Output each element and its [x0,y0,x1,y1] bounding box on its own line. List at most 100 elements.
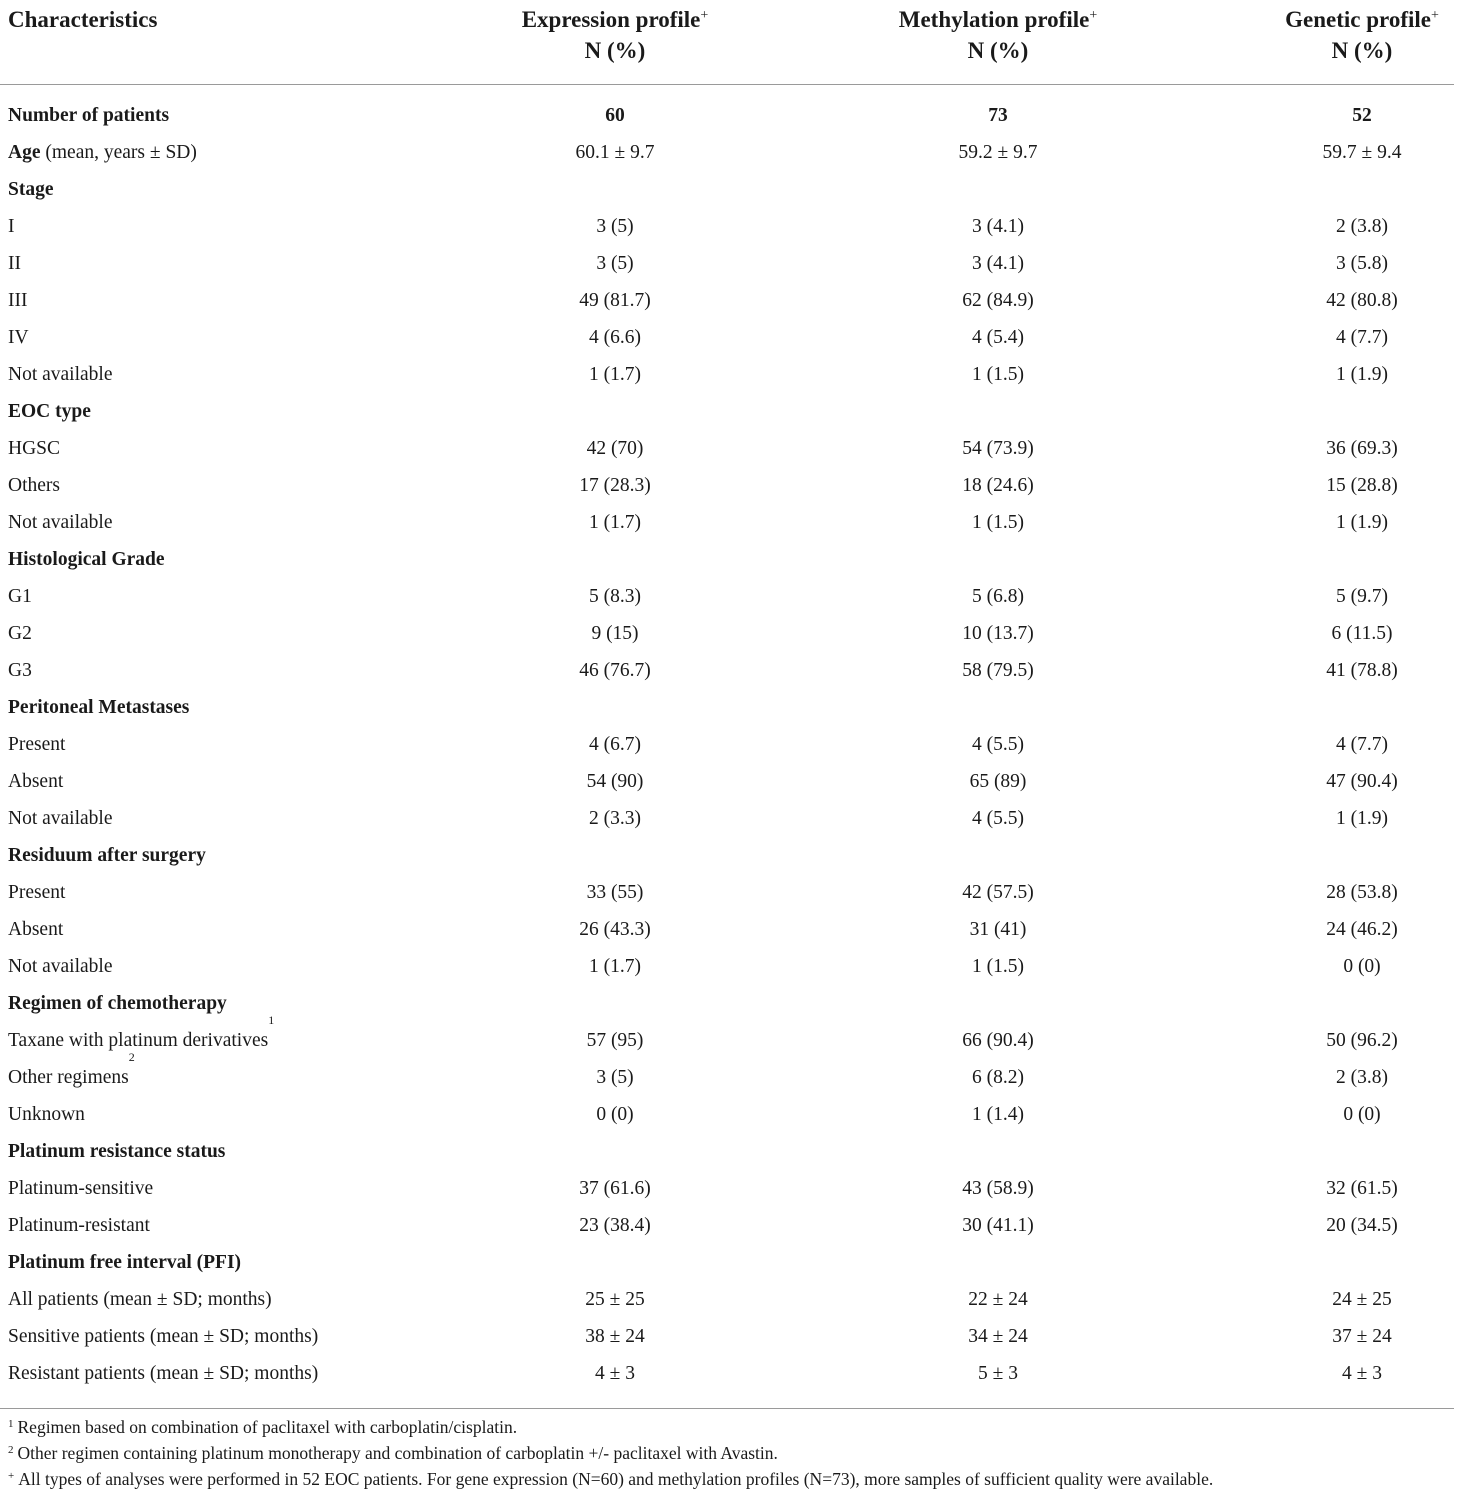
header-expression-profile: Expression profile+ N (%) [465,4,765,66]
table-footnotes: 1 Regimen based on combination of paclita… [8,1414,1448,1492]
row-label-text: Unknown [8,1104,85,1125]
row-label: G2 [8,615,32,652]
footnote-text: Regimen based on combination of paclitax… [17,1417,518,1437]
cell-value: 1 (1.5) [972,364,1024,385]
row-label-text: Platinum-resistant [8,1215,150,1236]
table-row: Platinum-resistant 23 (38.4) 30 (41.1) 20 (… [0,1207,1460,1244]
cell-value: 4 (6.6) [589,327,641,348]
cell-value: 5 ± 3 [978,1363,1018,1384]
row-label-text: G3 [8,660,32,681]
cell-value: 42 (80.8) [1326,290,1398,311]
table-row: Not available 1 (1.7) 1 (1.5) 1 (1.9) [0,356,1460,393]
cell-value: 42 (70) [586,438,644,459]
cell-value: 4 (5.4) [972,327,1024,348]
row-label: Peritoneal Metastases [8,689,189,726]
row-label: EOC type [8,393,91,430]
row-label: Other regimens 2 [8,1051,135,1096]
row-label: Not available [8,504,113,541]
row-label-text: G2 [8,623,32,644]
table-row: Not available 1 (1.7) 1 (1.5) 0 (0) [0,948,1460,985]
cell-value: 34 ± 24 [968,1326,1028,1347]
cell-value: 54 (90) [586,771,644,792]
table-row: Others 17 (28.3) 18 (24.6) 15 (28.8) [0,467,1460,504]
cell-value: 52 [1352,105,1372,126]
cell-value: 47 (90.4) [1326,771,1398,792]
table-row: Taxane with platinum derivatives 1 57 (95)… [0,1014,1460,1059]
cell-value: 4 ± 3 [595,1363,635,1384]
section-header-row: Platinum resistance status [0,1133,1460,1170]
cell-value: 4 ± 3 [1342,1363,1382,1384]
footnote-text: Other regimen containing platinum monoth… [17,1443,778,1463]
cell-value: 31 (41) [969,919,1027,940]
row-label: Platinum-resistant [8,1207,150,1244]
header-methylation-profile: Methylation profile+ N (%) [848,4,1148,66]
header-marker: + [1089,8,1098,23]
row-label: Not available [8,948,113,985]
cell-value: 3 (5) [596,253,634,274]
cell-value: 60.1 ± 9.7 [575,142,655,163]
table-row: I 3 (5) 3 (4.1) 2 (3.8) [0,208,1460,245]
header-genetic-profile: Genetic profile+ N (%) [1212,4,1460,66]
row-label: III [8,282,27,319]
table-body: Number of patients 60 73 52 Age (mean, years… [0,97,1460,1392]
row-label: Age (mean, years ± SD) [8,134,197,171]
row-label: All patients (mean ± SD; months) [8,1281,272,1318]
cell-value: 58 (79.5) [962,660,1034,681]
footnote-marker: 2 [128,1050,135,1064]
section-header-row: Regimen of chemotherapy [0,985,1460,1022]
header-characteristics: Characteristics [8,7,158,32]
row-label: Taxane with platinum derivatives 1 [8,1014,274,1059]
table-row: Sensitive patients (mean ± SD; months) 38… [0,1318,1460,1355]
cell-value: 5 (9.7) [1336,586,1388,607]
row-label-main: Age [8,142,41,163]
cell-value: 9 (15) [591,623,639,644]
row-label: Stage [8,171,54,208]
table-row: Present 33 (55) 42 (57.5) 28 (53.8) [0,874,1460,911]
row-label-text: Present [8,734,66,755]
row-label-text: Number of patients [8,105,170,126]
cell-value: 15 (28.8) [1326,475,1398,496]
cell-value: 6 (11.5) [1331,623,1393,644]
row-label-text: Other regimens [8,1067,129,1088]
row-label-text: G1 [8,586,32,607]
cell-value: 36 (69.3) [1326,438,1398,459]
cell-value: 57 (95) [586,1030,644,1051]
table-row: HGSC 42 (70) 54 (73.9) 36 (69.3) [0,430,1460,467]
cell-value: 42 (57.5) [962,882,1034,903]
cell-value: 1 (1.5) [972,512,1024,533]
header-title: Methylation profile [898,7,1090,32]
cell-value: 30 (41.1) [962,1215,1034,1236]
row-label: G1 [8,578,32,615]
table-row: G3 46 (76.7) 58 (79.5) 41 (78.8) [0,652,1460,689]
row-label-text: All patients (mean ± SD; months) [8,1289,272,1310]
row-label: Histological Grade [8,541,165,578]
row-label-text: Not available [8,808,113,829]
row-label-text: Absent [8,771,64,792]
section-header-row: Platinum free interval (PFI) [0,1244,1460,1281]
cell-value: 4 (5.5) [972,808,1024,829]
footnote-marker: 1 [8,1418,14,1430]
section-header-row: Stage [0,171,1460,208]
row-label: Absent [8,911,63,948]
row-label: Sensitive patients (mean ± SD; months) [8,1318,318,1355]
row-label-text: Stage [8,179,54,200]
cell-value: 1 (1.5) [972,956,1024,977]
table-row: Present 4 (6.7) 4 (5.5) 4 (7.7) [0,726,1460,763]
cell-value: 22 ± 24 [968,1289,1028,1310]
section-header-row: Peritoneal Metastases [0,689,1460,726]
cell-value: 2 (3.8) [1336,216,1388,237]
cell-value: 43 (58.9) [962,1178,1034,1199]
header-unit: N (%) [967,38,1029,63]
table-header: Characteristics Expression profile+ N (%… [0,0,1460,84]
row-label-text: EOC type [8,401,91,422]
cell-value: 2 (3.3) [589,808,641,829]
footnote: 2 Other regimen containing platinum monot… [8,1440,1448,1466]
row-label: Platinum resistance status [8,1133,225,1170]
cell-value: 20 (34.5) [1326,1215,1398,1236]
table-row: III 49 (81.7) 62 (84.9) 42 (80.8) [0,282,1460,319]
header-marker: + [1430,8,1439,23]
cell-value: 3 (5) [596,1067,634,1088]
table-row: Other regimens 2 3 (5) 6 (8.2) 2 (3.8) [0,1051,1460,1096]
cell-value: 49 (81.7) [579,290,651,311]
cell-value: 4 (7.7) [1336,327,1388,348]
